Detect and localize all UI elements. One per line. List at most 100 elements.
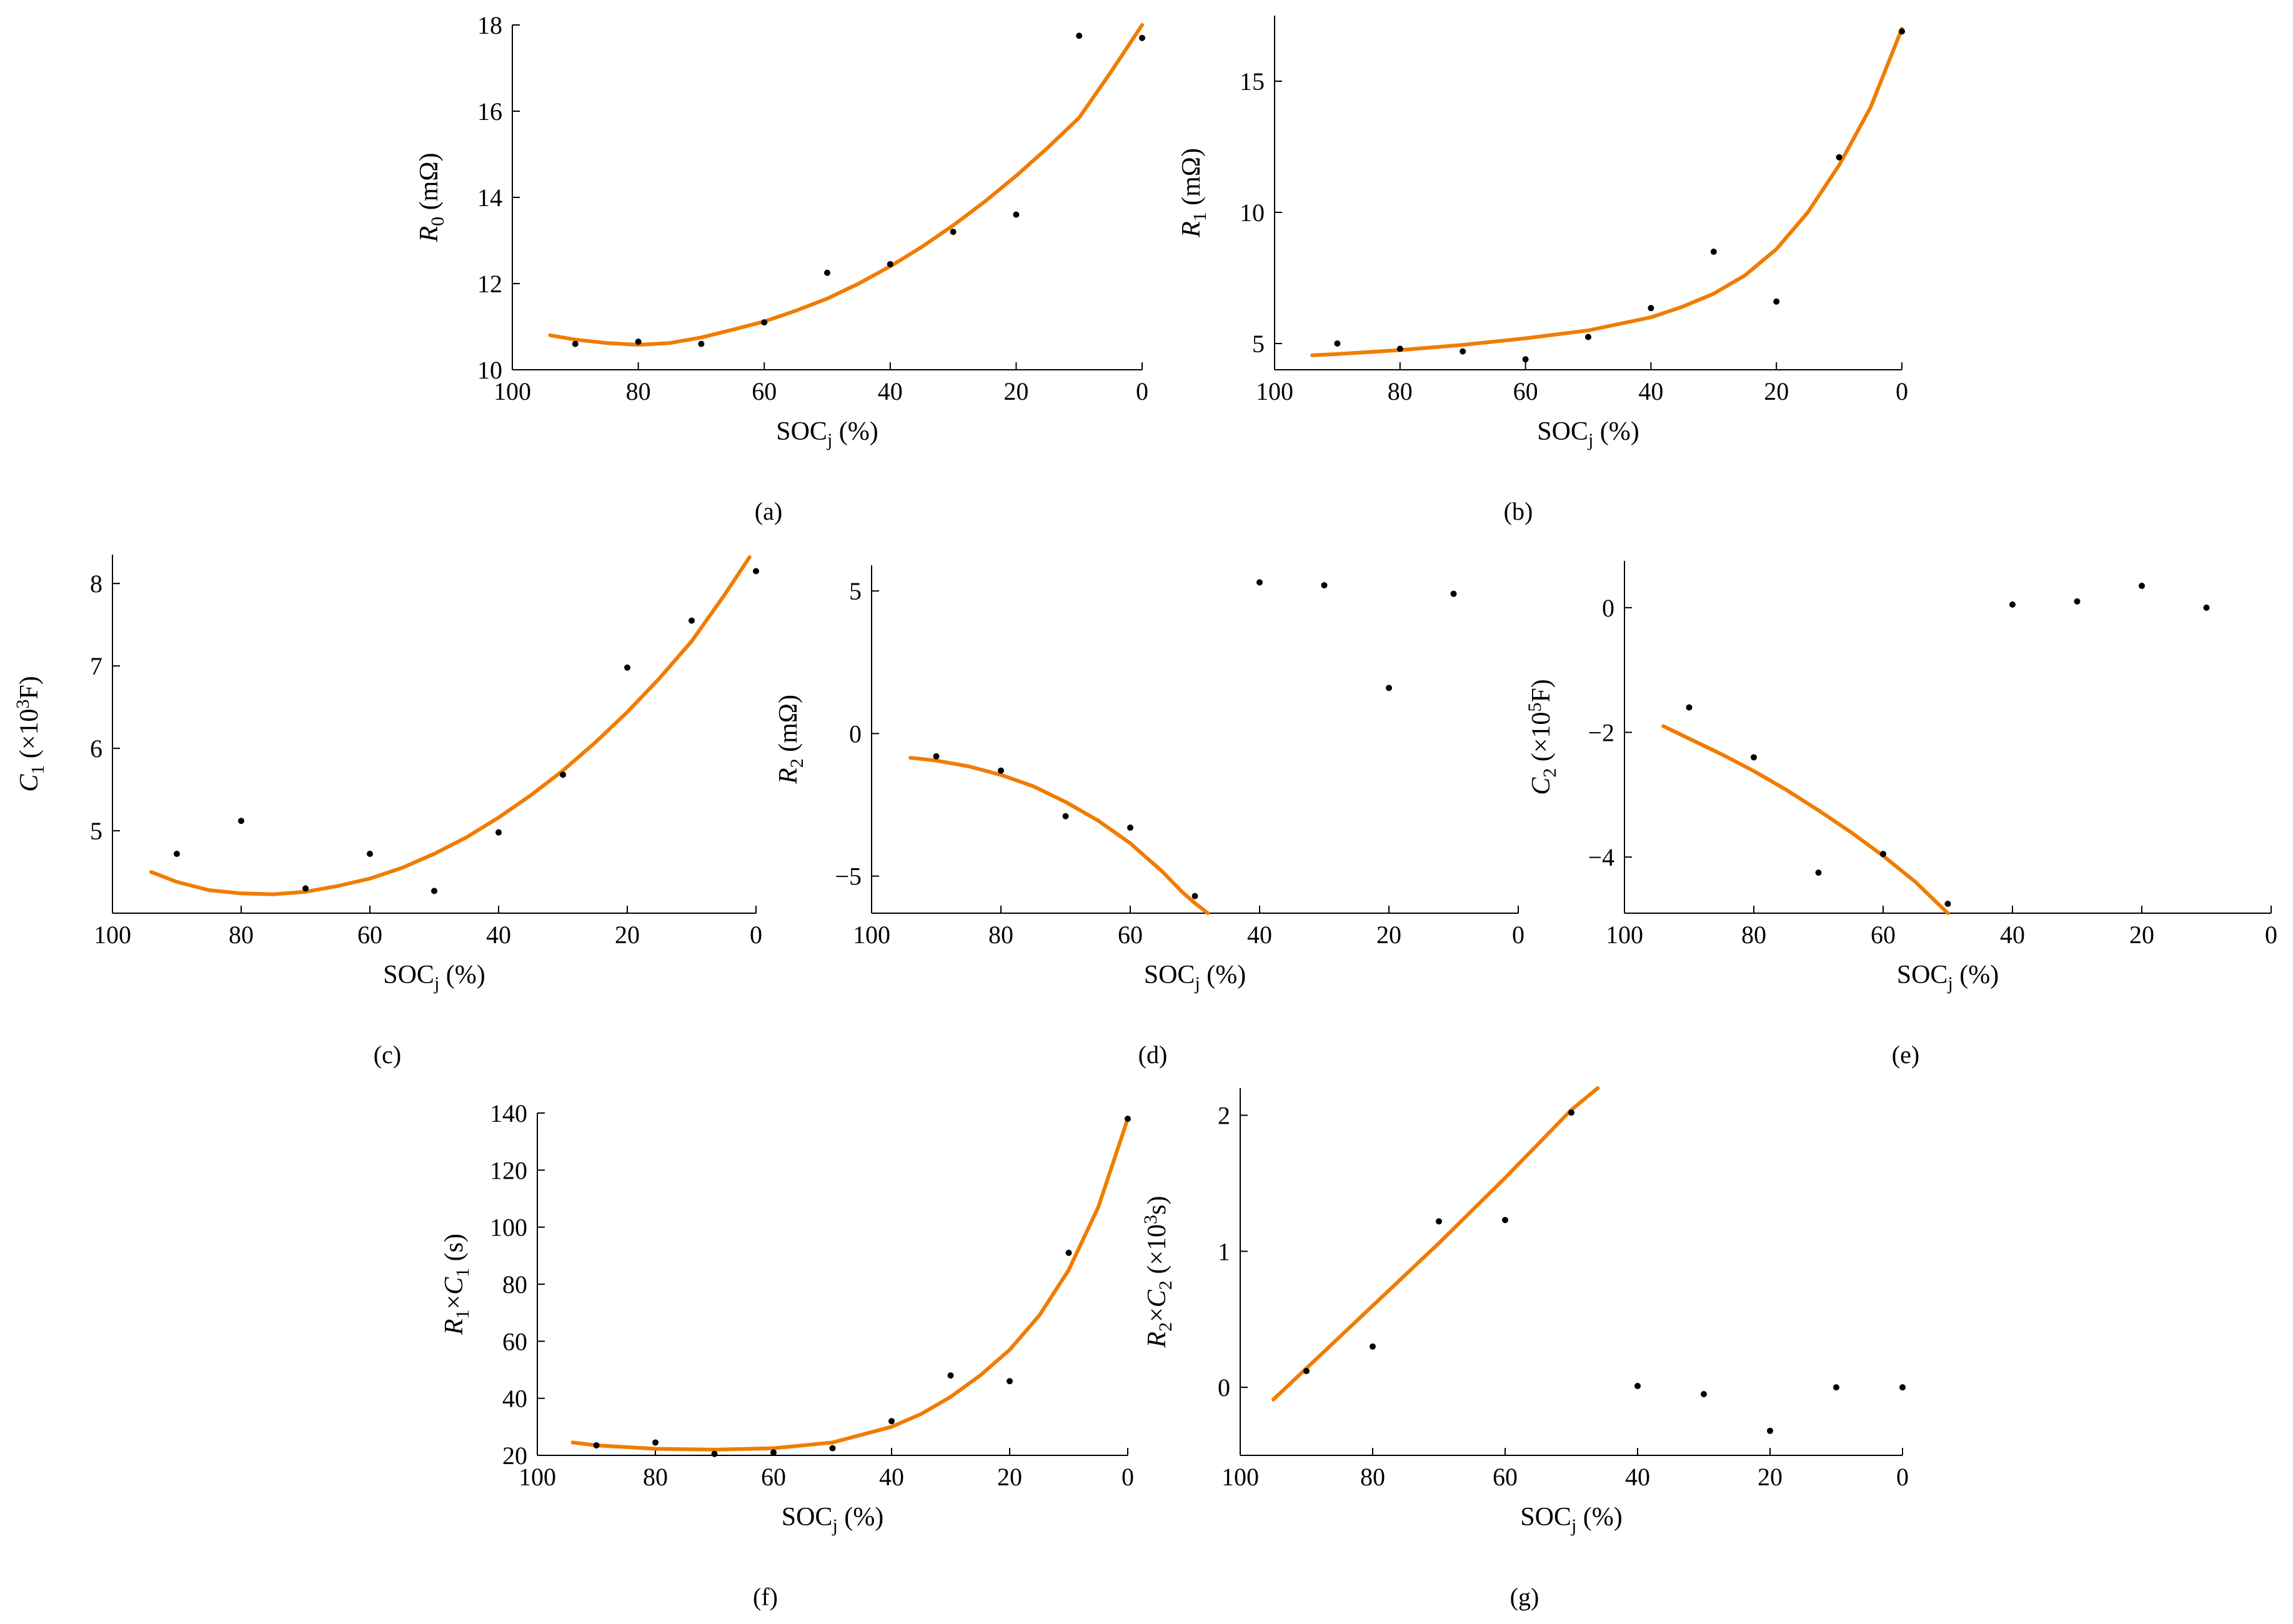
panel-caption: (c): [374, 1041, 401, 1069]
y-tick-label: 80: [502, 1270, 527, 1299]
fit-curve: [1310, 27, 1904, 357]
x-tick-label: 0: [1896, 1463, 1909, 1491]
data-point: [1815, 869, 1822, 876]
x-tick-label: 100: [853, 921, 890, 949]
data-point: [1836, 154, 1843, 161]
label-main: SOC: [782, 1503, 833, 1532]
data-point: [1256, 579, 1263, 586]
data-point: [1334, 340, 1341, 347]
data-point: [698, 340, 705, 347]
data-point: [998, 767, 1004, 774]
x-tick-label: 100: [94, 921, 131, 949]
label-subscript: j: [1588, 430, 1593, 450]
label-subscript: 2: [1155, 1322, 1176, 1332]
x-axis-label: SOCj (%): [1537, 417, 1639, 450]
label-unit-2: F): [1527, 679, 1556, 702]
label-subscript: 1: [1190, 212, 1210, 221]
y-tick-label: 140: [490, 1099, 527, 1127]
label-subscript: j: [827, 430, 832, 450]
y-tick-label: 40: [502, 1385, 527, 1413]
data-point: [174, 850, 180, 857]
y-tick-label: 10: [477, 356, 502, 384]
data-point: [2074, 598, 2081, 605]
fit-curve: [1661, 724, 1950, 915]
label-main: C: [15, 774, 44, 792]
data-point: [1436, 1218, 1442, 1225]
x-tick-label: 20: [1758, 1463, 1783, 1491]
y-axis-label: R2×C2 (×103s): [1140, 1196, 1176, 1349]
data-point: [761, 319, 768, 326]
data-point: [1125, 1116, 1131, 1122]
data-point: [1450, 590, 1457, 597]
label-unit-2: F): [15, 676, 44, 699]
data-point: [711, 1450, 718, 1457]
x-tick-label: 40: [1625, 1463, 1650, 1491]
data-point: [1773, 298, 1780, 305]
x-tick-label: 20: [2129, 921, 2154, 949]
data-point: [624, 664, 630, 671]
y-tick-label: 60: [502, 1327, 527, 1355]
y-tick-label: 100: [490, 1214, 527, 1242]
data-point: [1686, 704, 1693, 711]
label-superscript: 5: [1525, 703, 1545, 712]
x-tick-label: 60: [357, 921, 382, 949]
label-unit: (s): [440, 1234, 469, 1268]
y-axis-label: R0 (mΩ): [415, 152, 448, 242]
x-tick-label: 40: [486, 921, 511, 949]
y-tick-label: −5: [835, 863, 862, 891]
label-subscript: 1: [27, 765, 48, 775]
x-axis-label: SOCj (%): [1144, 961, 1246, 994]
x-tick-label: 20: [1376, 921, 1401, 949]
label-subscript: j: [1194, 973, 1200, 994]
data-point: [1899, 28, 1905, 35]
x-tick-label: 40: [2000, 921, 2025, 949]
x-tick-label: 40: [1638, 377, 1663, 405]
x-axis-label: SOCj (%): [1520, 1503, 1623, 1536]
y-tick-label: 16: [477, 97, 502, 126]
y-tick-label: 1: [1218, 1237, 1230, 1265]
label-unit: (%): [838, 1503, 883, 1532]
data-point: [753, 568, 759, 575]
y-tick-label: 5: [90, 817, 102, 845]
panel-caption: (b): [1504, 497, 1533, 525]
x-tick-label: 80: [1741, 921, 1766, 949]
y-axis-label: C1 (×103F): [12, 676, 48, 792]
panel-caption: (e): [1892, 1041, 1919, 1069]
label-main: R: [1177, 221, 1206, 238]
x-tick-label: 60: [1513, 377, 1538, 405]
x-tick-label: 0: [1136, 377, 1148, 405]
fit-curve: [908, 756, 1210, 915]
data-point: [1076, 32, 1083, 39]
x-tick-label: 80: [229, 921, 254, 949]
data-point: [1502, 1217, 1508, 1224]
data-point: [1062, 813, 1069, 819]
data-point: [933, 753, 940, 760]
label-unit: (%): [1576, 1503, 1622, 1532]
data-point: [495, 829, 502, 836]
y-tick-label: −2: [1588, 719, 1614, 747]
data-point: [770, 1449, 777, 1456]
label-unit: (%): [1953, 961, 1999, 989]
label-unit: (mΩ): [774, 695, 803, 758]
y-tick-label: 6: [90, 735, 102, 763]
y-tick-label: 5: [1252, 330, 1265, 358]
data-point: [1944, 901, 1951, 908]
x-tick-label: 80: [1388, 377, 1413, 405]
data-point: [947, 1372, 954, 1379]
data-point: [824, 269, 830, 276]
label-unit: (×10: [1527, 712, 1556, 768]
label-main: R: [415, 226, 444, 243]
fit-curve: [548, 23, 1144, 347]
y-axis-label: R2 (mΩ): [774, 695, 807, 785]
y-tick-label: 12: [477, 270, 502, 298]
data-point: [2203, 604, 2210, 611]
data-point: [1370, 1343, 1376, 1350]
data-point: [689, 617, 695, 624]
label-subscript: 2: [1539, 768, 1560, 778]
label-main: R: [774, 768, 803, 785]
y-tick-label: 120: [490, 1156, 527, 1184]
data-point: [1751, 754, 1757, 761]
